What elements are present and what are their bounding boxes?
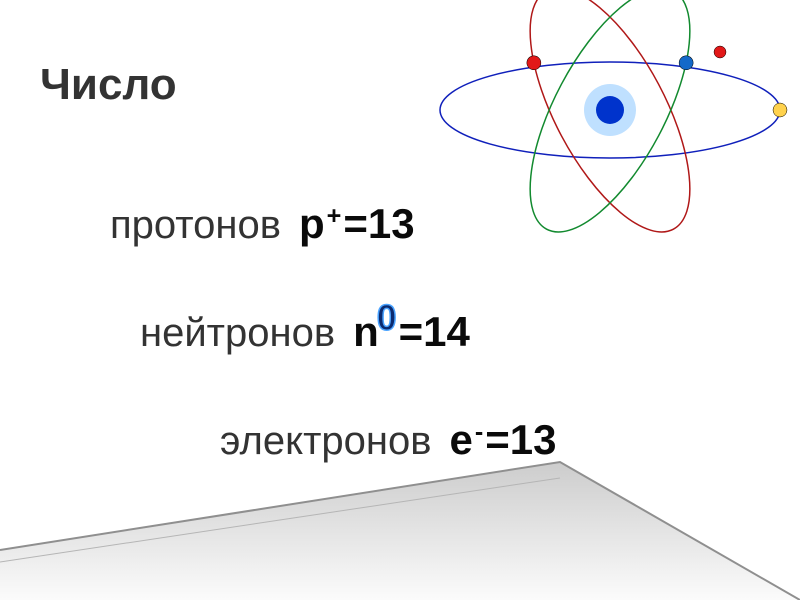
slide: Число протонов p+=13 нейтронов n 0=14 эл… bbox=[0, 0, 800, 600]
label-protons: протонов bbox=[110, 203, 281, 248]
swoosh-decoration bbox=[0, 440, 800, 600]
formula-base: p bbox=[299, 200, 325, 248]
atom-diagram bbox=[420, 0, 800, 260]
formula-base: n bbox=[353, 308, 379, 356]
formula-neutrons: n 0=14 bbox=[353, 308, 470, 356]
page-title: Число bbox=[40, 60, 177, 110]
formula-rhs: =14 bbox=[399, 308, 470, 356]
row-protons: протонов p+=13 bbox=[110, 200, 415, 248]
formula-rhs: =13 bbox=[343, 200, 414, 248]
formula-protons: p+=13 bbox=[299, 200, 415, 248]
formula-sup: + bbox=[327, 202, 342, 231]
row-neutrons: нейтронов n 0=14 bbox=[140, 308, 470, 356]
formula-sup-outlined: 0 bbox=[377, 298, 397, 339]
label-neutrons: нейтронов bbox=[140, 311, 335, 356]
